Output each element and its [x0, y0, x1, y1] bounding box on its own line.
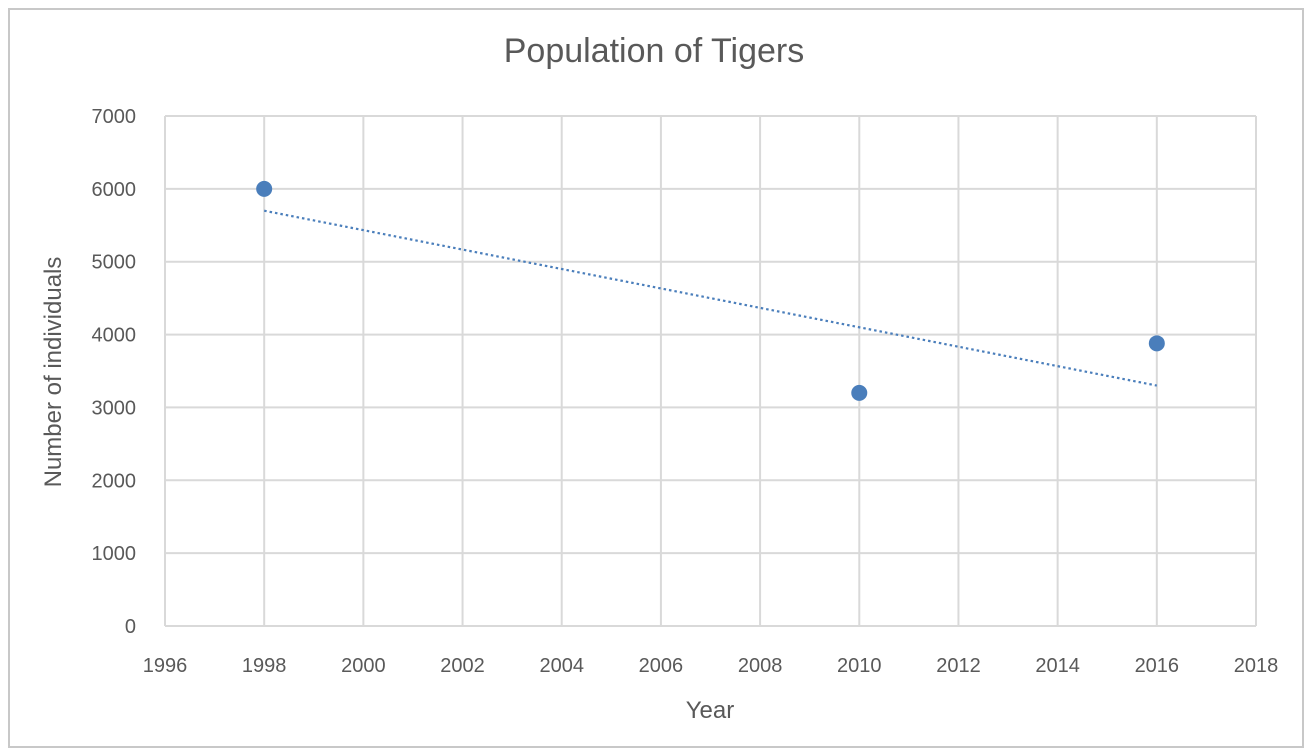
- y-tick-label: 5000: [92, 252, 137, 274]
- y-tick-label: 7000: [92, 106, 137, 128]
- x-tick-label: 2018: [1234, 655, 1279, 677]
- y-tick-label: 4000: [92, 325, 137, 347]
- trendline: [263, 209, 1158, 387]
- gridlines: [164, 115, 1257, 627]
- x-tick-label: 1996: [143, 655, 188, 677]
- y-tick-label: 0: [125, 616, 136, 638]
- x-axis-tick-labels: 1996 1998 2000 2002 2004 2006 2008 2010 2012 2014…: [143, 655, 1279, 677]
- x-tick-label: 2010: [837, 655, 882, 677]
- x-axis-title: Year: [686, 697, 735, 724]
- data-points: [256, 180, 1165, 401]
- trendline-layer: [263, 209, 1158, 387]
- x-tick-label: 2000: [341, 655, 386, 677]
- x-tick-label: 2016: [1135, 655, 1180, 677]
- chart-frame: [8, 8, 1304, 748]
- y-tick-label: 2000: [92, 470, 137, 492]
- data-point: [1148, 335, 1165, 352]
- x-tick-label: 2006: [639, 655, 684, 677]
- x-tick-label: 2014: [1035, 655, 1080, 677]
- data-point: [256, 180, 273, 197]
- data-point: [851, 384, 868, 401]
- x-tick-label: 2004: [539, 655, 584, 677]
- x-tick-label: 1998: [242, 655, 287, 677]
- y-tick-label: 3000: [92, 397, 137, 419]
- x-tick-label: 2008: [738, 655, 783, 677]
- x-tick-label: 2012: [936, 655, 981, 677]
- chart-title: Population of Tigers: [504, 32, 805, 70]
- y-tick-label: 1000: [92, 543, 137, 565]
- y-tick-label: 6000: [92, 179, 137, 201]
- y-axis-title: Number of individuals: [40, 257, 67, 488]
- x-tick-label: 2002: [440, 655, 485, 677]
- y-axis-tick-labels: 0 1000 2000 3000 4000 5000 6000 7000: [92, 106, 137, 638]
